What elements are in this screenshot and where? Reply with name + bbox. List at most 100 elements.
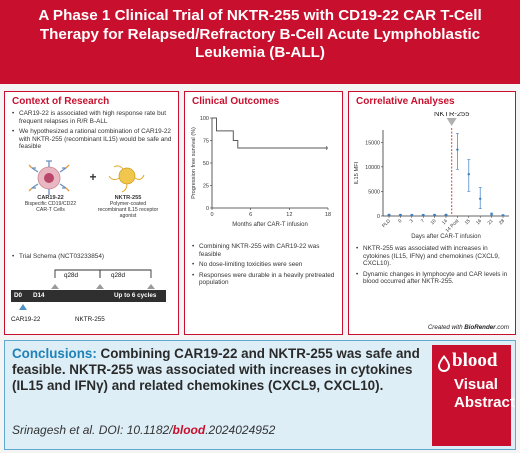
pfs-curve [212, 117, 328, 149]
y-tick-label: 75 [203, 139, 209, 145]
car-infusion-marker [19, 304, 27, 310]
y-tick-label: 0 [377, 214, 380, 220]
x-tick-label: 7 [420, 218, 426, 224]
nktr-schema-label: NKTR-255 [75, 316, 105, 323]
conclusions-lead: Conclusions: [12, 346, 97, 361]
nktr-name: NKTR-255 [114, 194, 142, 201]
visual-abstract-label: Visual Abstract [454, 376, 515, 411]
bracket-q28d-2 [99, 269, 152, 278]
data-point [387, 213, 391, 216]
badge-line1: Visual [454, 376, 498, 393]
context-bullet: We hypothesized a rational combination o… [12, 128, 173, 151]
conclusions-text: Combining CAR19-22 and NKTR-255 was safe… [12, 346, 420, 393]
y-tick-label: 10000 [365, 165, 380, 171]
q28d-label-2: q28d [111, 272, 126, 279]
nktr-desc: Polymer-coated recombinant IL15 receptor… [97, 200, 159, 219]
x-tick-label: 6 [249, 212, 252, 218]
data-point [456, 148, 459, 151]
outcomes-bullet: No dose-limiting toxicities were seen [192, 261, 336, 269]
plus-sign: + [89, 170, 96, 184]
x-tick-label: 0 [210, 212, 213, 218]
x-tick-label: 18 [325, 212, 331, 218]
correlative-bullet: Dynamic changes in lymphocyte and CAR le… [356, 271, 508, 286]
y-tick-label: 50 [203, 161, 209, 167]
context-panel: Context of Research CAR19-22 is associat… [4, 91, 179, 335]
badge-line2: Abstract [454, 393, 515, 411]
schema-bullet-list: Trial Schema (NCT03233854) [5, 250, 175, 261]
pfs-chart: 0 25 50 75 100 0 6 12 18 Months after CAR-T infus… [191, 116, 331, 228]
data-point [422, 213, 425, 217]
cycles-label: Up to 6 cycles [114, 292, 157, 299]
x-tick-label: 28 [498, 218, 506, 226]
outcomes-bullet: Responses were durable in a heavily pret… [192, 272, 336, 287]
y-tick-label: 15000 [365, 140, 380, 146]
y-tick-label: 100 [200, 116, 209, 122]
car-name: CAR19-22 [37, 194, 64, 201]
conclusions-text-block: Conclusions: Combining CAR19-22 and NKTR… [12, 346, 422, 393]
car-label-block: CAR19-22 Bispecific CD19/CD22 CAR-T Cell… [23, 195, 78, 213]
main-title: A Phase 1 Clinical Trial of NKTR-255 wit… [38, 7, 482, 61]
x-tick-label: 16 [475, 218, 483, 226]
citation-suffix: .2024024952 [205, 423, 276, 437]
car-desc: Bispecific CD19/CD22 CAR-T Cells [24, 200, 77, 213]
data-point [467, 173, 470, 176]
x-tick-label: 21 [486, 218, 494, 226]
nktr-marker-3 [147, 284, 155, 289]
data-point [410, 213, 413, 217]
correlative-panel: Correlative Analyses 0 5000 10000 15000 PLD 0… [348, 91, 516, 335]
biorender-prefix: Created with [427, 324, 465, 331]
schema-bullet: Trial Schema (NCT03233854) [12, 253, 170, 261]
biorender-suffix: .com [495, 324, 509, 331]
citation-journal: blood [172, 423, 206, 437]
schema-graphic [11, 269, 166, 310]
context-title: Context of Research [12, 96, 110, 107]
nktr-label-block: NKTR-255 Polymer-coated recombinant IL15… [95, 195, 161, 219]
x-axis-label: Months after CAR-T infusion [232, 222, 308, 228]
x-tick-label: 0 [397, 218, 403, 224]
q28d-label-1: q28d [64, 272, 79, 279]
correlative-title: Correlative Analyses [356, 96, 455, 107]
nktr-marker-1 [51, 284, 59, 289]
conclusions-box: Conclusions: Combining CAR19-22 and NKTR… [4, 340, 516, 450]
x-tick-label: PLD [381, 218, 392, 229]
d14-label: D14 [33, 292, 45, 299]
citation: Srinagesh et al. DOI: 10.1182/blood.2024… [12, 423, 275, 437]
blood-logo: blood [452, 350, 498, 371]
outcomes-bullets: Combining NKTR-255 with CAR19-22 was fea… [185, 240, 341, 287]
y-tick-label: 5000 [368, 189, 380, 195]
x-axis-label: Days after CAR-T infusion [411, 234, 481, 240]
title-banner: A Phase 1 Clinical Trial of NKTR-255 wit… [0, 0, 520, 84]
outcomes-panel: Clinical Outcomes 0 25 50 75 100 0 6 12 18 Months… [184, 91, 343, 335]
data-point [433, 213, 436, 217]
y-tick-label: 0 [206, 206, 209, 212]
data-point [490, 212, 493, 216]
x-tick-label: 10 [429, 218, 437, 226]
biorender-credit: Created with BioRender.com [428, 324, 509, 331]
data-point [479, 197, 482, 200]
x-tick-label: 15 [464, 218, 472, 226]
therapy-icons: + [28, 160, 145, 195]
y-axis-label: Progression free survival (%) [191, 127, 197, 199]
data-point [444, 213, 448, 216]
blood-visual-abstract-badge: blood Visual Abstract [432, 345, 515, 446]
x-tick-label: 3 [409, 218, 415, 224]
context-bullets: CAR19-22 is associated with high respons… [5, 110, 178, 151]
trial-schema: q28d q28d D0 D14 Up to 6 cycles CAR19-22… [11, 264, 174, 334]
data-point [399, 213, 402, 217]
y-axis-label: IL15 MFI [354, 161, 360, 184]
nktr-255-molecule-icon [108, 165, 145, 193]
correlative-bullet: NKTR-255 was associated with increases i… [356, 245, 508, 268]
blood-drop-icon [438, 355, 450, 372]
x-tick-label: 12 [286, 212, 292, 218]
therapy-illustration: + CAR19-22 Bispecific CD19/CD22 CAR-T Ce… [9, 157, 174, 219]
d0-label: D0 [14, 292, 23, 299]
timeline-bar [11, 290, 166, 302]
citation-prefix: Srinagesh et al. DOI: 10.1182/ [12, 423, 173, 437]
car-t-cell-icon [28, 160, 70, 195]
outcomes-title: Clinical Outcomes [192, 96, 280, 107]
biorender-name: BioRender [464, 324, 496, 331]
data-point [501, 214, 505, 217]
context-bullet: CAR19-22 is associated with high respons… [12, 110, 173, 125]
